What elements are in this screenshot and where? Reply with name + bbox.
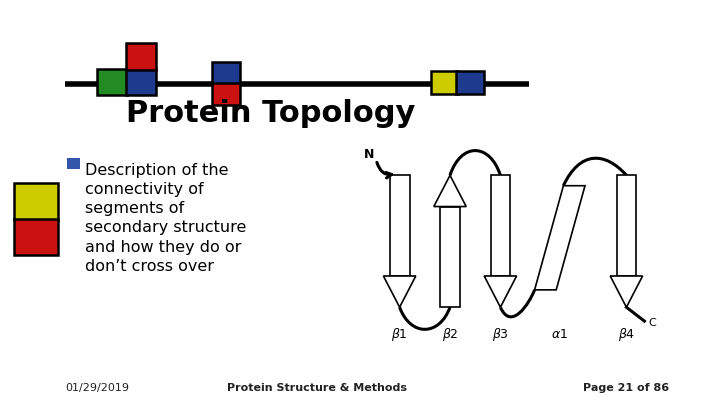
Polygon shape: [484, 276, 517, 307]
Bar: [14, 183, 58, 220]
Text: $\beta$4: $\beta$4: [618, 326, 635, 343]
Text: $\alpha$1: $\alpha$1: [552, 328, 568, 341]
Text: Protein Topology: Protein Topology: [126, 99, 415, 128]
Bar: [431, 71, 458, 94]
Bar: [97, 69, 127, 95]
Text: $\beta$1: $\beta$1: [391, 326, 408, 343]
Text: Description of the
connectivity of
segments of
secondary structure
and how they : Description of the connectivity of segme…: [85, 163, 246, 274]
Text: Page 21 of 86: Page 21 of 86: [583, 383, 670, 393]
Bar: [14, 219, 58, 255]
Text: N: N: [364, 148, 374, 161]
Polygon shape: [433, 175, 467, 207]
Polygon shape: [534, 186, 585, 290]
Bar: [440, 207, 460, 307]
Bar: [212, 62, 240, 84]
Bar: [126, 43, 156, 70]
Bar: [390, 175, 410, 276]
Text: Protein Structure & Methods: Protein Structure & Methods: [227, 383, 407, 393]
Text: $\beta$2: $\beta$2: [441, 326, 459, 343]
Bar: [490, 175, 510, 276]
Bar: [212, 83, 240, 105]
Polygon shape: [383, 276, 416, 307]
Text: $\beta$3: $\beta$3: [492, 326, 509, 343]
Bar: [67, 158, 80, 169]
Text: 01/29/2019: 01/29/2019: [65, 383, 129, 393]
Text: C: C: [649, 318, 657, 328]
Bar: [616, 175, 636, 276]
Bar: [126, 69, 156, 95]
Bar: [456, 71, 484, 94]
Polygon shape: [611, 276, 643, 307]
